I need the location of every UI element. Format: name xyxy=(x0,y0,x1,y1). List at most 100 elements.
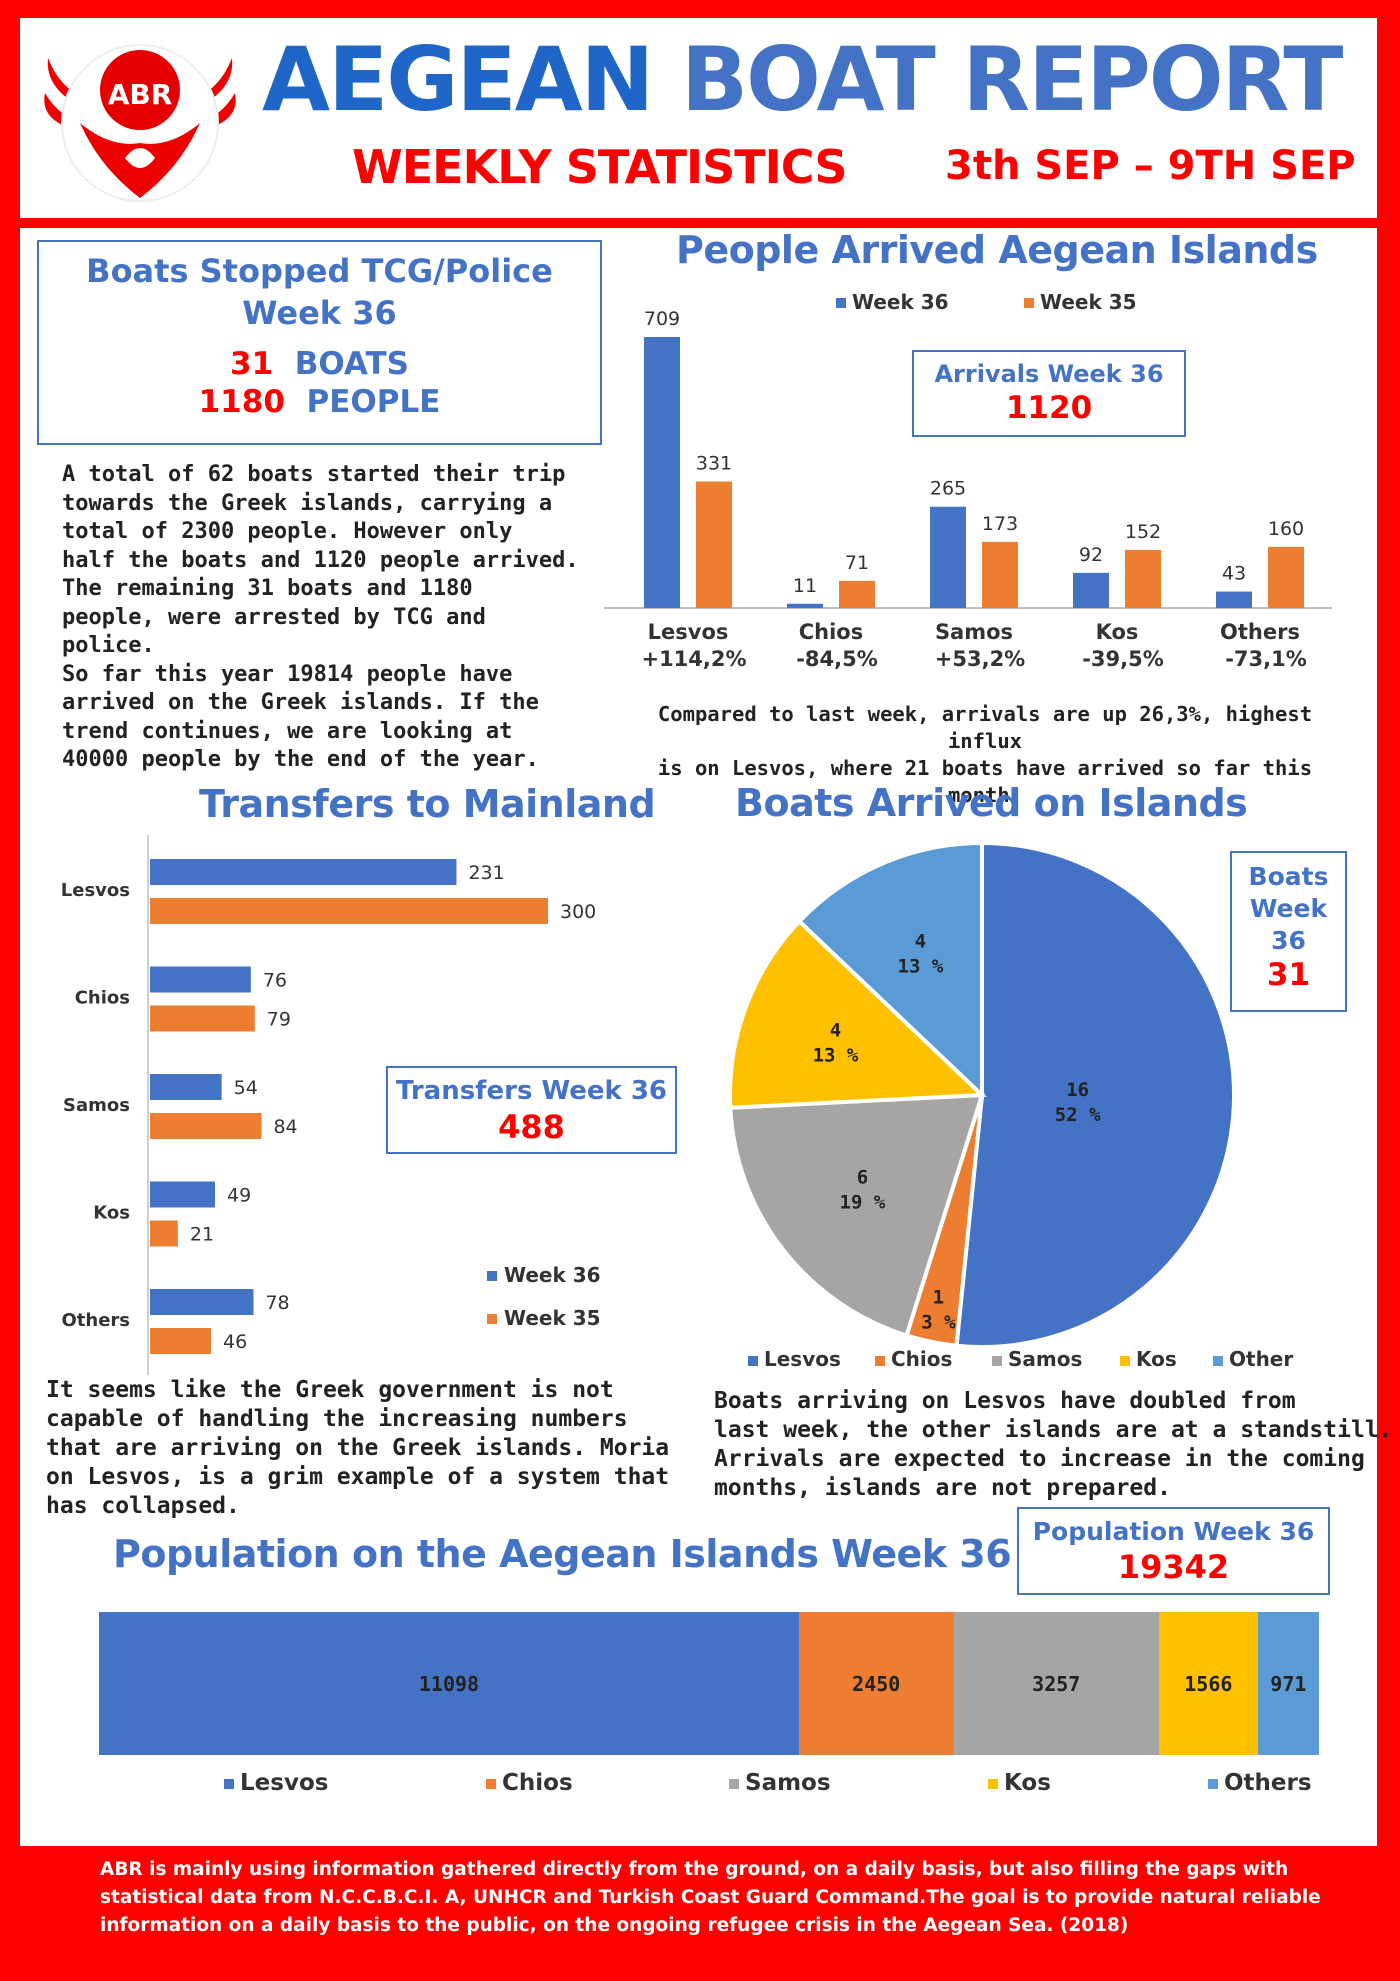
population-segment: 2450 xyxy=(799,1612,954,1755)
government-line: that are arriving on the Greek islands. … xyxy=(46,1435,670,1461)
pie-legend-label: Kos xyxy=(1136,1347,1177,1371)
arrivals-category-label: Others xyxy=(1220,620,1300,644)
transfers-week-box: Transfers Week 36 488 xyxy=(386,1066,677,1154)
summary-line: arrived on the Greek islands. If the xyxy=(62,690,539,715)
stopped-title-line1: Boats Stopped TCG/Police xyxy=(86,252,553,290)
pie-legend-swatch xyxy=(992,1355,1002,1366)
lesvos-line: Boats arriving on Lesvos have doubled fr… xyxy=(714,1388,1296,1414)
government-paragraph: It seems like the Greek government is no… xyxy=(46,1376,669,1521)
transfers-bar xyxy=(150,1113,262,1139)
transfers-value-label: 300 xyxy=(560,901,596,923)
population-legend-swatch xyxy=(729,1778,739,1789)
population-segment: 11098 xyxy=(99,1612,799,1755)
pie-legend-label: Chios xyxy=(891,1347,953,1371)
arrivals-value-label: 160 xyxy=(1268,518,1304,540)
transfers-category-label: Others xyxy=(61,1310,130,1331)
arrivals-legend-label: Week 35 xyxy=(1040,290,1137,314)
pie-legend-label: Other xyxy=(1229,1347,1294,1371)
arrivals-value-label: 43 xyxy=(1222,563,1246,585)
boats-stopped-box: Boats Stopped TCG/Police Week 36 31 BOAT… xyxy=(37,240,602,445)
arrivals-change-label: +114,2% xyxy=(641,647,746,671)
transfers-value-label: 76 xyxy=(263,970,287,992)
boats-box-value: 31 xyxy=(1266,957,1311,993)
arrivals-value-label: 331 xyxy=(696,452,732,474)
population-legend-swatch xyxy=(486,1778,496,1789)
population-week-box: Population Week 36 19342 xyxy=(1017,1507,1330,1595)
arrivals-bar xyxy=(1216,591,1252,608)
lesvos-line: last week, the other islands are at a st… xyxy=(714,1417,1393,1443)
population-segment: 971 xyxy=(1257,1612,1319,1755)
boats-box-line3: 36 xyxy=(1271,926,1306,955)
transfers-value-label: 46 xyxy=(223,1331,247,1353)
arrivals-legend-swatch xyxy=(1024,298,1034,308)
arrivals-bar xyxy=(644,337,680,608)
pie-legend-item: Other xyxy=(1213,1347,1293,1371)
arrivals-change-label: +53,2% xyxy=(935,647,1025,671)
summary-line: towards the Greek islands, carrying a xyxy=(62,490,553,516)
summary-line: trend continues, we are looking at xyxy=(62,718,513,744)
arrivals-category-label: Chios xyxy=(799,620,864,644)
pie-count-label: 16 xyxy=(1066,1079,1089,1101)
transfers-value-label: 78 xyxy=(265,1292,289,1314)
transfers-box-label: Transfers Week 36 xyxy=(395,1076,668,1106)
pie-legend-item: Samos xyxy=(992,1347,1082,1371)
subtitle: WEEKLY STATISTICS xyxy=(352,140,848,194)
stopped-people: 1180 PEOPLE xyxy=(39,384,600,420)
population-value-label: 3257 xyxy=(1032,1671,1081,1696)
population-legend-label: Kos xyxy=(1004,1770,1051,1796)
stopped-boats-count: 31 xyxy=(230,346,274,382)
arrivals-legend-label: Week 36 xyxy=(852,290,949,314)
pie-count-label: 4 xyxy=(915,930,926,952)
population-segment: 1566 xyxy=(1158,1612,1258,1755)
summary-line: The remaining 31 boats and 1180 xyxy=(62,576,473,601)
transfers-bar xyxy=(150,966,251,993)
pie-legend-swatch xyxy=(875,1355,885,1366)
population-legend-item: Lesvos xyxy=(224,1770,328,1796)
pie-chart-title: Boats Arrived on Islands xyxy=(735,781,1248,825)
title-part2: BOAT REPORT xyxy=(680,28,1343,131)
transfers-bar xyxy=(150,1328,212,1354)
transfers-value-label: 21 xyxy=(190,1224,214,1246)
population-legend-label: Samos xyxy=(745,1770,831,1796)
pie-legend-item: Kos xyxy=(1120,1347,1177,1371)
summary-line: police. xyxy=(62,633,155,658)
stopped-title-line2: Week 36 xyxy=(242,294,397,332)
lesvos-line: Arrivals are expected to increase in the… xyxy=(714,1446,1365,1472)
pie-percent-label: 52 % xyxy=(1055,1104,1101,1126)
transfers-value-label: 54 xyxy=(234,1077,258,1099)
arrivals-bar xyxy=(1268,546,1304,608)
pie-legend-label: Samos xyxy=(1008,1347,1083,1371)
pie-count-label: 1 xyxy=(933,1286,944,1308)
pie-count-label: 6 xyxy=(857,1167,868,1189)
pie-legend-swatch xyxy=(748,1355,758,1366)
pie-percent-label: 13 % xyxy=(813,1045,859,1067)
arrivals-value-label: 265 xyxy=(930,478,966,500)
pie-legend-label: Lesvos xyxy=(764,1347,841,1371)
arrivals-change-label: -39,5% xyxy=(1082,647,1164,671)
summary-line: 40000 people by the end of the year. xyxy=(62,747,539,772)
government-line: It seems like the Greek government is no… xyxy=(46,1377,614,1403)
arrivals-change-label: -84,5% xyxy=(796,647,878,671)
transfers-category-label: Chios xyxy=(75,988,130,1009)
arrivals-bar xyxy=(1125,549,1161,608)
transfers-bar xyxy=(150,1289,254,1315)
arrivals-box-value: 1120 xyxy=(1005,390,1093,426)
transfers-bar xyxy=(150,898,548,924)
pie-legend-item: Chios xyxy=(875,1347,952,1371)
transfers-bar xyxy=(150,1181,216,1208)
transfers-bar xyxy=(150,1220,178,1247)
arrivals-category-label: Kos xyxy=(1096,620,1139,644)
pie-percent-label: 19 % xyxy=(840,1192,886,1214)
transfers-bar xyxy=(150,859,457,885)
population-legend-swatch xyxy=(988,1778,998,1789)
pie-slice xyxy=(796,840,984,1100)
stopped-boats-label: BOATS xyxy=(294,346,409,382)
arrivals-week-box: Arrivals Week 36 1120 xyxy=(912,350,1186,437)
lesvos-line: months, islands are not prepared. xyxy=(714,1475,1171,1501)
logo-abbr: ABR xyxy=(108,78,173,111)
pie-legend-item: Lesvos xyxy=(748,1347,841,1371)
stopped-boats: 31 BOATS xyxy=(39,346,600,382)
population-chart-title: Population on the Aegean Islands Week 36 xyxy=(113,1532,1012,1576)
transfers-bar xyxy=(150,1074,222,1100)
pie-percent-label: 3 % xyxy=(921,1311,956,1333)
